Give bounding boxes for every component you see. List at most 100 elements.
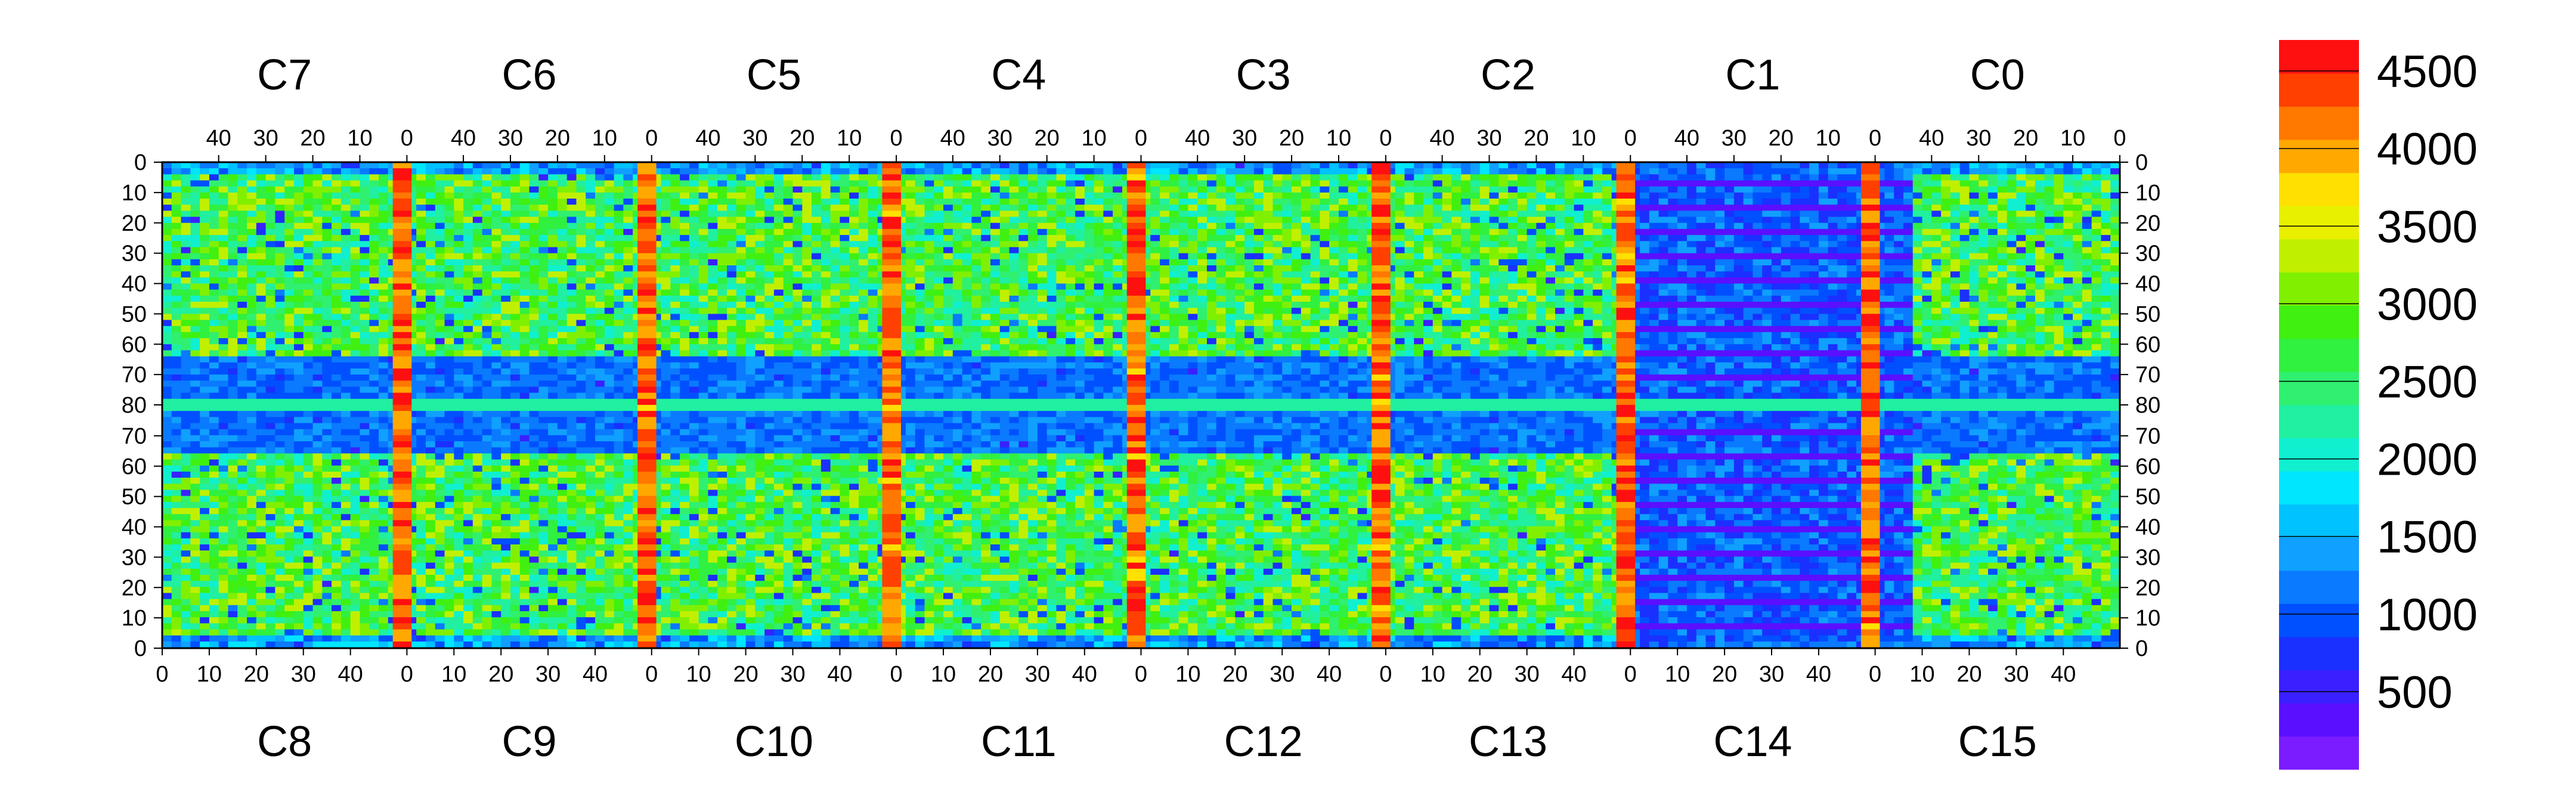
heatmap-cell bbox=[162, 265, 172, 272]
heatmap-cell bbox=[1922, 265, 1932, 272]
heatmap-cell bbox=[896, 174, 906, 181]
heatmap-cell bbox=[557, 222, 568, 230]
heatmap-cell bbox=[717, 228, 727, 236]
heatmap-cell bbox=[444, 192, 454, 199]
heatmap-cell bbox=[557, 277, 568, 284]
heatmap-cell bbox=[1828, 174, 1838, 181]
heatmap-cell bbox=[2101, 180, 2111, 187]
heatmap-cell bbox=[312, 259, 323, 266]
heatmap-cell bbox=[792, 168, 803, 175]
heatmap-cell bbox=[1094, 295, 1104, 302]
heatmap-cell bbox=[1546, 168, 1556, 175]
heatmap-cell bbox=[1527, 228, 1537, 236]
heatmap-cell bbox=[1244, 283, 1255, 290]
heatmap-cell bbox=[1809, 199, 1819, 205]
heatmap-cell bbox=[2082, 241, 2092, 248]
heatmap-cell bbox=[1837, 210, 1847, 218]
heatmap-cell bbox=[1649, 271, 1659, 278]
heatmap-cell bbox=[1357, 259, 1367, 266]
heatmap-cell bbox=[472, 205, 483, 212]
heatmap-cell bbox=[595, 222, 605, 230]
heatmap-cell bbox=[1056, 228, 1066, 236]
heatmap-cell bbox=[1602, 277, 1612, 284]
heatmap-cell bbox=[764, 302, 775, 308]
heatmap-cell bbox=[1988, 289, 1998, 296]
heatmap-cell bbox=[1206, 174, 1217, 181]
heatmap-cell bbox=[1884, 168, 1894, 175]
heatmap-cell bbox=[444, 277, 454, 284]
heatmap-cell bbox=[1470, 277, 1481, 284]
heatmap-cell bbox=[1197, 295, 1208, 302]
heatmap-cell bbox=[934, 174, 944, 181]
heatmap-cell bbox=[1724, 222, 1735, 230]
heatmap-cell bbox=[510, 199, 521, 205]
heatmap-cell bbox=[1301, 216, 1311, 224]
heatmap-cell bbox=[1677, 271, 1688, 278]
heatmap-cell bbox=[1084, 186, 1095, 193]
heatmap-cell bbox=[340, 199, 351, 205]
heatmap-cell bbox=[1781, 289, 1791, 296]
heatmap-cell bbox=[1338, 259, 1349, 266]
heatmap-cell bbox=[237, 302, 247, 308]
heatmap-cell bbox=[2101, 289, 2111, 296]
heatmap-cell bbox=[510, 259, 521, 266]
heatmap-cell bbox=[529, 265, 539, 272]
heatmap-cell bbox=[1640, 283, 1650, 290]
heatmap-cell bbox=[247, 168, 257, 175]
heatmap-cell bbox=[990, 216, 1001, 224]
heatmap-cell bbox=[1715, 192, 1725, 199]
heatmap-cell bbox=[1188, 283, 1198, 290]
heatmap-cell bbox=[792, 271, 803, 278]
heatmap-cell bbox=[1084, 265, 1095, 272]
heatmap-cell bbox=[1056, 289, 1066, 296]
heatmap-cell bbox=[2026, 216, 2036, 224]
heatmap-cell bbox=[275, 199, 285, 205]
heatmap-cell bbox=[2082, 271, 2092, 278]
heatmap-cell bbox=[2044, 162, 2055, 169]
heatmap-cell bbox=[2073, 283, 2083, 290]
heatmap-cell bbox=[1451, 302, 1462, 308]
heatmap-cell bbox=[661, 241, 671, 248]
heatmap-cell bbox=[708, 162, 718, 169]
heatmap-cell bbox=[2091, 265, 2102, 272]
heatmap-cell bbox=[454, 199, 464, 205]
heatmap-cell bbox=[340, 210, 351, 218]
heatmap-cell bbox=[736, 199, 747, 205]
heatmap-cell bbox=[1884, 277, 1894, 284]
heatmap-cell bbox=[1809, 295, 1819, 302]
heatmap-cell bbox=[1169, 192, 1179, 199]
heatmap-cell bbox=[1018, 192, 1029, 199]
heatmap-cell bbox=[2016, 180, 2026, 187]
heatmap-cell bbox=[1301, 259, 1311, 266]
heatmap-cell bbox=[821, 283, 831, 290]
heatmap-cell bbox=[586, 168, 596, 175]
heatmap-cell bbox=[1150, 295, 1160, 302]
heatmap-cell bbox=[1997, 205, 2008, 212]
heatmap-cell bbox=[1847, 259, 1857, 266]
heatmap-cell bbox=[1772, 228, 1782, 236]
heatmap-cell bbox=[1941, 199, 1951, 205]
heatmap-cell bbox=[1338, 222, 1349, 230]
heatmap-cell bbox=[1583, 283, 1593, 290]
heatmap-cell bbox=[1423, 295, 1433, 302]
heatmap-cell bbox=[454, 295, 464, 302]
heatmap-cell bbox=[1574, 186, 1584, 193]
heatmap-cell bbox=[670, 277, 680, 284]
heatmap-cell bbox=[1272, 259, 1283, 266]
heatmap-cell bbox=[1555, 259, 1565, 266]
heatmap-cell bbox=[1733, 277, 1744, 284]
heatmap-cell bbox=[491, 302, 501, 308]
heatmap-cell bbox=[1263, 186, 1274, 193]
heatmap-cell bbox=[1206, 283, 1217, 290]
heatmap-cell bbox=[1733, 222, 1744, 230]
heatmap-cell bbox=[360, 289, 370, 296]
heatmap-cell bbox=[1498, 205, 1509, 212]
heatmap-cell bbox=[379, 247, 389, 254]
heatmap-cell bbox=[379, 199, 389, 205]
heatmap-cell bbox=[1818, 168, 1829, 175]
heatmap-cell bbox=[755, 192, 765, 199]
heatmap-cell bbox=[218, 168, 229, 175]
heatmap-cell bbox=[218, 241, 229, 248]
heatmap-cell bbox=[1583, 180, 1593, 187]
heatmap-cell bbox=[416, 265, 426, 272]
